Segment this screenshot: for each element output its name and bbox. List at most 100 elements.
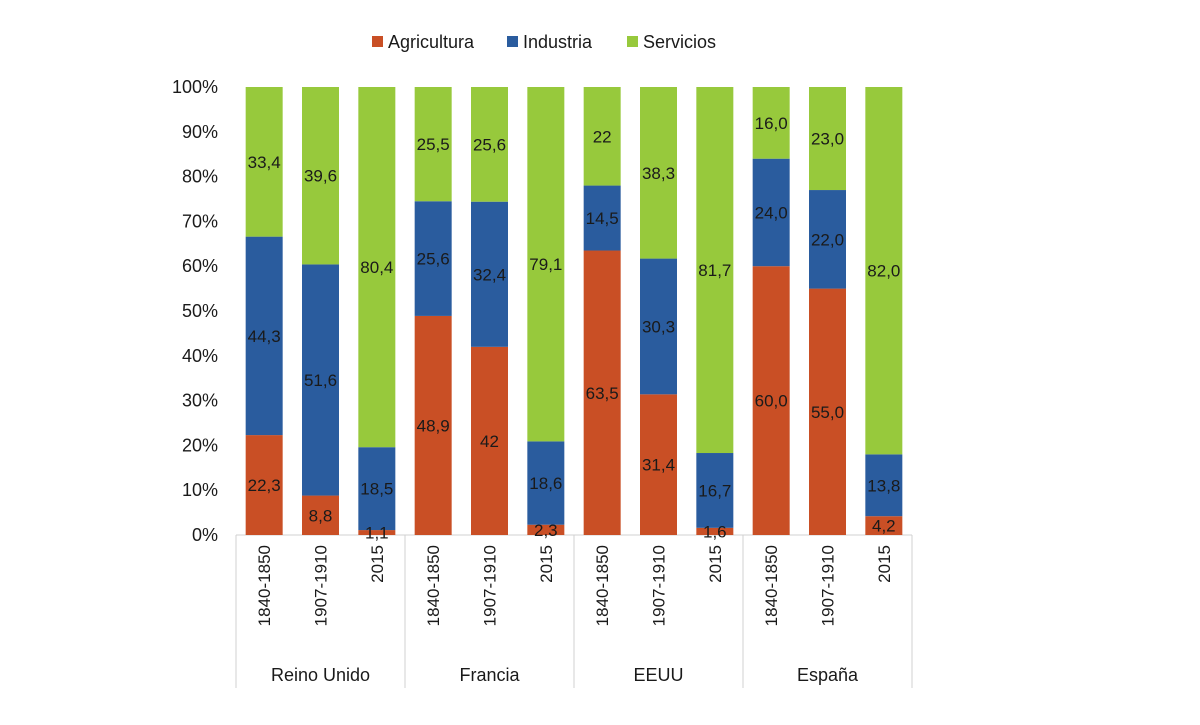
x-tick-label: 2015 (706, 545, 725, 583)
y-tick-label: 90% (182, 122, 218, 142)
x-tick-label: 1840-1850 (255, 545, 274, 626)
data-label-industria: 32,4 (473, 265, 506, 284)
x-tick-label: 1907-1910 (312, 545, 331, 626)
bar-segment-servicios (471, 87, 508, 202)
legend-label-agricultura: Agricultura (388, 32, 475, 52)
y-tick-label: 20% (182, 435, 218, 455)
data-label-agricultura: 4,2 (872, 517, 896, 536)
data-label-industria: 51,6 (304, 371, 337, 390)
data-label-industria: 24,0 (755, 203, 788, 222)
data-label-servicios: 82,0 (867, 262, 900, 281)
group-label: España (797, 665, 859, 685)
bar-segment-industria (471, 201, 508, 347)
bar-segment-agricultura (358, 530, 396, 535)
data-label-servicios: 80,4 (360, 258, 393, 277)
y-tick-label: 50% (182, 301, 218, 321)
bar-segment-servicios (865, 87, 903, 455)
bar-segment-industria (245, 236, 283, 436)
x-tick-label: 1840-1850 (424, 545, 443, 626)
data-label-agricultura: 2,3 (534, 521, 558, 540)
bar-segment-servicios (696, 87, 734, 454)
data-label-servicios: 38,3 (642, 164, 675, 183)
bar-segment-agricultura (245, 435, 283, 535)
data-label-servicios: 22 (593, 127, 612, 146)
legend-label-servicios: Servicios (643, 32, 716, 52)
data-label-industria: 25,6 (417, 250, 450, 269)
axes: 0% 10% 20% 30% 40% 50% 60% 70% 80% 90% 100% 1840-18… (172, 77, 913, 688)
y-tick-label: 10% (182, 480, 218, 500)
y-tick-label: 0% (192, 525, 218, 545)
bar-segment-industria (865, 454, 903, 517)
data-label-agricultura: 42 (480, 432, 499, 451)
x-tick-label: 1840-1850 (762, 545, 781, 626)
data-label-agricultura: 22,3 (248, 476, 281, 495)
bar-segment-servicios (583, 87, 621, 186)
data-label-agricultura: 8,8 (309, 506, 333, 525)
bar-segment-servicios (809, 87, 846, 191)
x-tick-label: 2015 (537, 545, 556, 583)
data-label-agricultura: 63,5 (586, 384, 619, 403)
x-tick-label: 1907-1910 (819, 545, 838, 626)
bar-segment-industria (640, 258, 677, 395)
y-tick-label: 60% (182, 256, 218, 276)
y-tick-label: 80% (182, 167, 218, 187)
bar-segment-agricultura (809, 288, 846, 535)
bar-segment-industria (809, 190, 846, 289)
data-label-industria: 16,7 (698, 481, 731, 500)
y-tick-label: 70% (182, 211, 218, 231)
data-label-servicios: 33,4 (248, 153, 281, 172)
bar-segment-agricultura (696, 527, 734, 535)
bar-segment-industria (414, 201, 452, 316)
data-label-industria: 18,6 (529, 474, 562, 493)
data-label-agricultura: 1,6 (703, 522, 727, 541)
bar-segment-agricultura (414, 315, 452, 535)
group-label: Francia (459, 665, 520, 685)
legend: Agricultura Industria Servicios (372, 32, 716, 52)
bar-segment-servicios (358, 87, 396, 448)
data-label-industria: 14,5 (586, 209, 619, 228)
bar-segment-servicios (527, 87, 565, 442)
bar-segment-industria (302, 264, 339, 496)
x-tick-label: 1907-1910 (481, 545, 500, 626)
data-label-industria: 30,3 (642, 317, 675, 336)
group-label: Reino Unido (271, 665, 370, 685)
legend-label-industria: Industria (523, 32, 593, 52)
bar-segment-industria (752, 158, 790, 267)
bar-segment-agricultura (865, 516, 903, 535)
data-label-agricultura: 1,1 (365, 524, 389, 543)
bar-segment-servicios (640, 87, 677, 259)
data-label-industria: 13,8 (867, 476, 900, 495)
data-label-agricultura: 48,9 (417, 416, 450, 435)
bar-segment-servicios (752, 87, 790, 159)
bar-segment-agricultura (640, 394, 677, 535)
bar-segment-servicios (302, 87, 339, 265)
data-label-agricultura: 31,4 (642, 456, 675, 475)
bar-segment-servicios (414, 87, 452, 202)
bar-segment-agricultura (302, 495, 339, 535)
data-label-agricultura: 55,0 (811, 403, 844, 422)
data-label-industria: 18,5 (360, 480, 393, 499)
bars (245, 87, 903, 535)
bar-segment-servicios (245, 87, 283, 237)
data-label-servicios: 16,0 (755, 114, 788, 133)
bar-segment-industria (527, 441, 565, 525)
bar-segment-industria (696, 453, 734, 528)
data-label-agricultura: 60,0 (755, 392, 788, 411)
y-tick-label: 30% (182, 391, 218, 411)
x-tick-label: 2015 (368, 545, 387, 583)
data-label-servicios: 79,1 (529, 255, 562, 274)
data-label-servicios: 23,0 (811, 130, 844, 149)
bar-segment-agricultura (583, 250, 621, 535)
legend-swatch-agricultura (372, 36, 383, 47)
data-label-servicios: 39,6 (304, 167, 337, 186)
bar-segment-agricultura (471, 346, 508, 535)
data-labels: 22,3 44,3 33,4 8,8 51,6 39,6 1,1 18,5 80,4 48,9 25… (248, 114, 901, 543)
data-label-servicios: 25,6 (473, 135, 506, 154)
y-tick-label: 100% (172, 77, 218, 97)
data-label-industria: 22,0 (811, 230, 844, 249)
bar-segment-agricultura (752, 266, 790, 535)
y-tick-label: 40% (182, 346, 218, 366)
legend-swatch-servicios (627, 36, 638, 47)
